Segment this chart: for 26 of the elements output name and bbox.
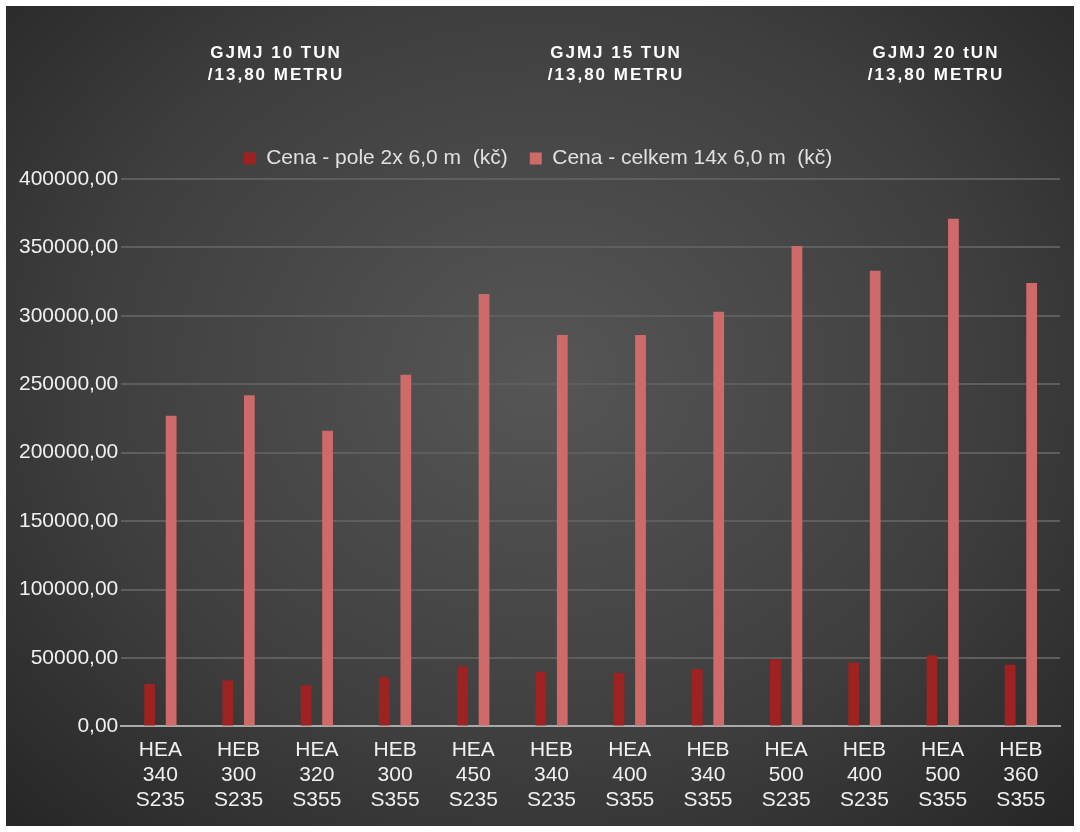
x-tick-label: HEA 500 S355	[918, 736, 968, 811]
x-tick-label: HEB 300 S355	[370, 736, 420, 811]
legend-label: Cena - pole 2x 6,0 m (kč)	[266, 145, 508, 169]
x-tick-label: HEA 500 S235	[761, 736, 811, 811]
text: GJMJ 20 tUN /13,80 METRU	[866, 42, 1006, 86]
x-tick-label: HEA 340 S235	[135, 736, 185, 811]
x-tick-label: HEB 400 S235	[839, 736, 889, 811]
y-tick-label: 100000,00	[18, 576, 119, 600]
y-tick-label: 250000,00	[18, 371, 119, 395]
text: GJMJ 10 TUN /13,80 METRU	[206, 42, 346, 86]
x-tick-label: HEB 360 S355	[996, 736, 1046, 811]
y-tick-label: 400000,00	[18, 165, 119, 189]
legend-label: Cena - celkem 14x 6,0 m (kč)	[552, 145, 833, 169]
x-tick-label: HEB 340 S235	[527, 736, 577, 811]
x-tick-label: HEA 320 S355	[292, 736, 342, 811]
text: GJMJ 15 TUN /13,80 METRU	[546, 42, 686, 86]
x-tick-label: HEA 450 S235	[448, 736, 498, 811]
x-tick-label: HEB 340 S355	[683, 736, 733, 811]
y-tick-label: 300000,00	[18, 302, 119, 326]
y-tick-label: 50000,00	[30, 644, 119, 668]
x-tick-label: HEB 300 S235	[214, 736, 264, 811]
y-tick-label: 350000,00	[18, 234, 119, 258]
y-tick-label: 0,00	[77, 713, 119, 737]
x-tick-label: HEA 400 S355	[605, 736, 655, 811]
y-tick-label: 150000,00	[18, 507, 119, 531]
y-tick-label: 200000,00	[18, 439, 119, 463]
